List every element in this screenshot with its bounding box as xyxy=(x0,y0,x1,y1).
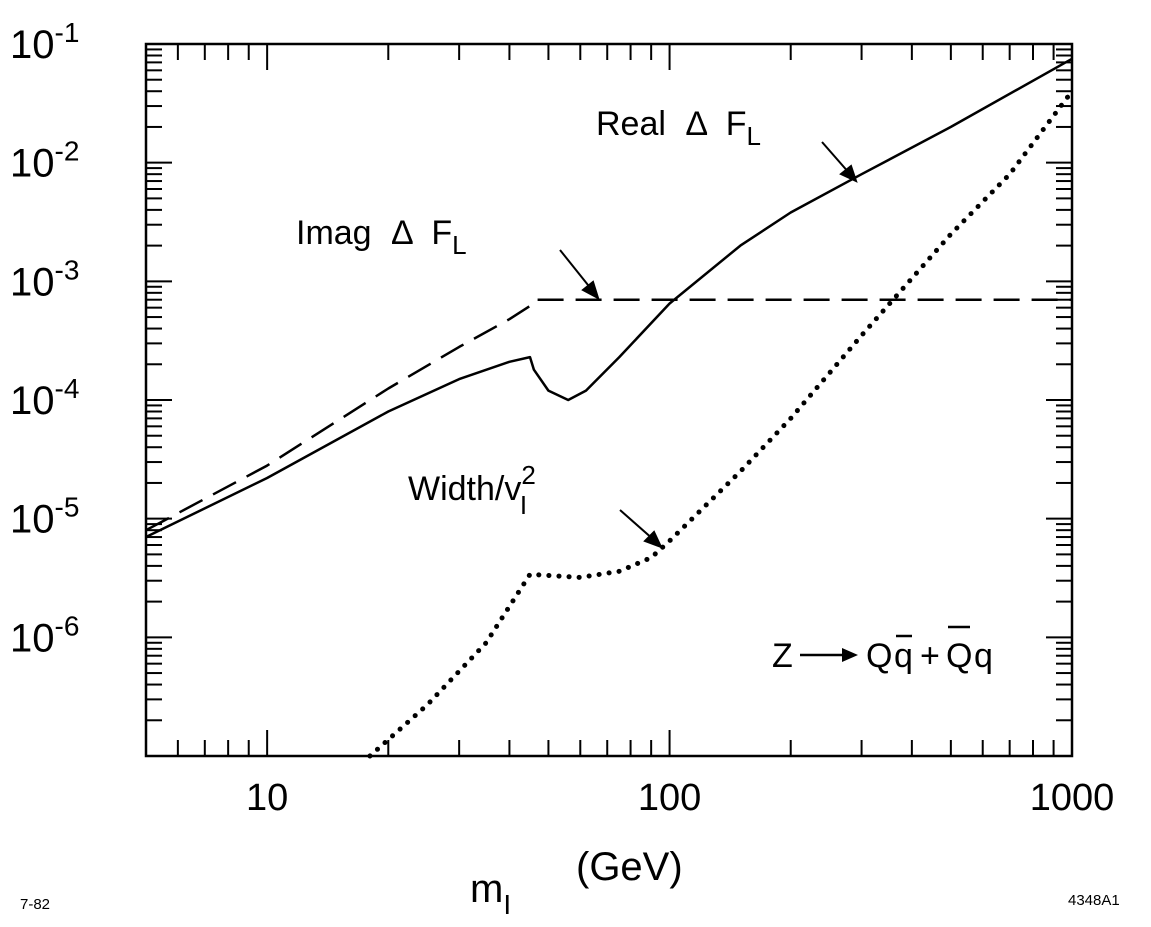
label-real-delta-fl: Real Δ FL xyxy=(596,105,761,151)
series-line-dashed xyxy=(145,298,1072,532)
tick-marks xyxy=(145,43,1073,757)
arrow-width xyxy=(619,509,655,541)
y-tick-label: 10-6 xyxy=(10,610,79,660)
arrow-imag xyxy=(559,249,593,291)
x-tick-label: 1000 xyxy=(1030,777,1115,819)
y-tick-label: 10-2 xyxy=(10,136,79,186)
series-line-solid xyxy=(145,57,1073,539)
y-tick-label-base: 10 xyxy=(10,23,55,67)
y-tick-label-exponent: -2 xyxy=(55,136,80,167)
date-code: 7-82 xyxy=(20,896,51,913)
y-tick-label: 10-1 xyxy=(10,17,79,67)
y-tick-label-base: 10 xyxy=(10,142,55,186)
arrow-real xyxy=(821,141,851,175)
process-qbar: q xyxy=(894,637,913,675)
label-imag-f: F xyxy=(431,214,452,252)
x-axis-label: mI xyxy=(470,867,511,920)
y-tick-label-base: 10 xyxy=(10,616,55,660)
series-line-dotted xyxy=(367,88,1075,759)
y-tick-label-base: 10 xyxy=(10,379,55,423)
annotation-arrows xyxy=(559,141,858,549)
process-lhs: Z xyxy=(772,637,793,675)
y-tick-label-exponent: -5 xyxy=(55,492,80,523)
y-tick-label-exponent: -3 xyxy=(55,254,80,285)
label-imag-text: Imag xyxy=(296,214,372,252)
label-width: Width/v2 I xyxy=(408,460,536,520)
y-tick-label-exponent: -1 xyxy=(55,17,80,48)
process-q2: Q xyxy=(946,637,972,675)
y-tick-label-exponent: -4 xyxy=(55,373,80,404)
figure-id: 4348A1 xyxy=(1068,892,1120,909)
arrowhead-real xyxy=(839,164,858,183)
arrowhead-imag xyxy=(581,280,600,301)
y-tick-label: 10-4 xyxy=(10,373,79,423)
label-imag-delta-fl: Imag Δ FL xyxy=(296,214,467,260)
label-width-text: Width/v xyxy=(408,470,521,508)
process-label: Z Q q + Q q xyxy=(772,625,993,675)
process-q1: Q xyxy=(866,637,892,675)
label-imag-sub: L xyxy=(452,230,466,260)
label-real-sub: L xyxy=(746,121,760,151)
label-real-f: F xyxy=(726,105,747,143)
label-real-text: Real xyxy=(596,105,666,143)
x-tick-labels: 10 100 1000 xyxy=(246,777,1114,819)
x-tick-label: 100 xyxy=(638,777,701,819)
x-axis-label-main: m xyxy=(470,867,503,911)
series-layer xyxy=(145,57,1075,759)
x-axis-unit: (GeV) xyxy=(576,845,683,889)
process-arrow-head xyxy=(842,648,858,662)
y-tick-label-exponent: -6 xyxy=(55,610,80,641)
y-tick-label-base: 10 xyxy=(10,260,55,304)
y-tick-labels: 10-110-210-310-410-510-6 xyxy=(10,17,79,660)
label-imag-delta: Δ xyxy=(391,214,413,252)
y-tick-label-base: 10 xyxy=(10,498,55,542)
process-plus: + xyxy=(920,637,940,675)
plot-frame xyxy=(144,42,1074,758)
x-axis-label-subscript: I xyxy=(503,889,511,920)
x-tick-label: 10 xyxy=(246,777,288,819)
label-width-sup: 2 xyxy=(521,460,535,490)
label-real-delta: Δ xyxy=(685,105,707,143)
label-width-sub: I xyxy=(520,490,527,520)
arrowhead-width xyxy=(643,530,663,549)
y-tick-label: 10-5 xyxy=(10,492,79,542)
y-tick-label: 10-3 xyxy=(10,254,79,304)
process-q3: q xyxy=(974,637,993,675)
